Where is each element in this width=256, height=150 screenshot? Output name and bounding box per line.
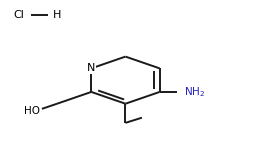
Text: N: N: [87, 63, 95, 73]
Text: NH$_2$: NH$_2$: [184, 85, 205, 99]
Text: H: H: [53, 10, 61, 20]
Text: Cl: Cl: [14, 10, 25, 20]
Text: HO: HO: [24, 106, 40, 116]
